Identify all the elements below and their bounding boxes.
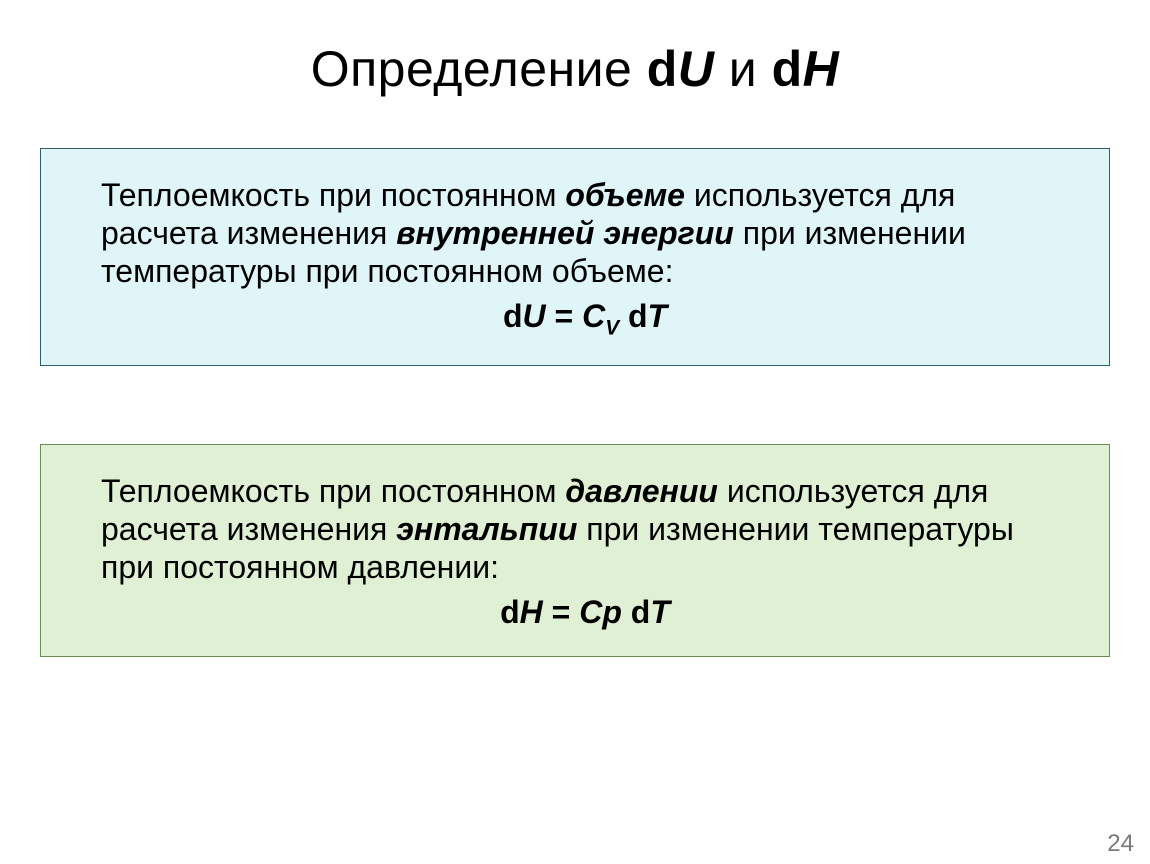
box1-t1: Теплоемкость при постоянном: [101, 177, 565, 213]
f1-sub: V: [605, 317, 619, 340]
definition-box-dU: Теплоемкость при постоянном объеме испол…: [40, 148, 1110, 366]
title-d1: d: [647, 41, 678, 97]
f2-eq: =: [543, 594, 579, 630]
f2-p: p: [602, 594, 622, 630]
title-mid: и: [714, 41, 771, 97]
f2-sp: [622, 594, 631, 630]
f1-T: T: [648, 298, 668, 334]
box1-em2: внутренней энергии: [396, 215, 734, 251]
f1-C: C: [582, 298, 605, 334]
box2-em2: энтальпии: [396, 511, 577, 547]
title-d2: d: [772, 41, 803, 97]
box1-em1: объеме: [565, 177, 685, 213]
definition-box-dH: Теплоемкость при постоянном давлении исп…: [40, 444, 1110, 657]
f1-U: U: [523, 298, 546, 334]
slide: Определение dU и dH Теплоемкость при пос…: [0, 0, 1150, 864]
box2-paragraph: Теплоемкость при постоянном давлении исп…: [101, 473, 1069, 586]
box1-paragraph: Теплоемкость при постоянном объеме испол…: [101, 177, 1069, 290]
f1-sp: [619, 298, 628, 334]
formula-dH: dH = Cp dT: [101, 594, 1069, 632]
f1-d2: d: [628, 298, 648, 334]
f1-eq: =: [546, 298, 582, 334]
f2-C: C: [579, 594, 602, 630]
f2-d1: d: [500, 594, 520, 630]
formula-dU: dU = CV dT: [101, 298, 1069, 341]
slide-title: Определение dU и dH: [36, 40, 1114, 98]
page-number: 24: [1107, 830, 1134, 858]
f2-T: T: [650, 594, 670, 630]
f2-d2: d: [631, 594, 651, 630]
title-text-1: Определение: [311, 41, 647, 97]
title-U: U: [678, 41, 715, 97]
f2-H: H: [520, 594, 543, 630]
box2-em1: давлении: [565, 473, 718, 509]
box2-t1: Теплоемкость при постоянном: [101, 473, 565, 509]
f1-d1: d: [503, 298, 523, 334]
title-H: H: [803, 41, 840, 97]
